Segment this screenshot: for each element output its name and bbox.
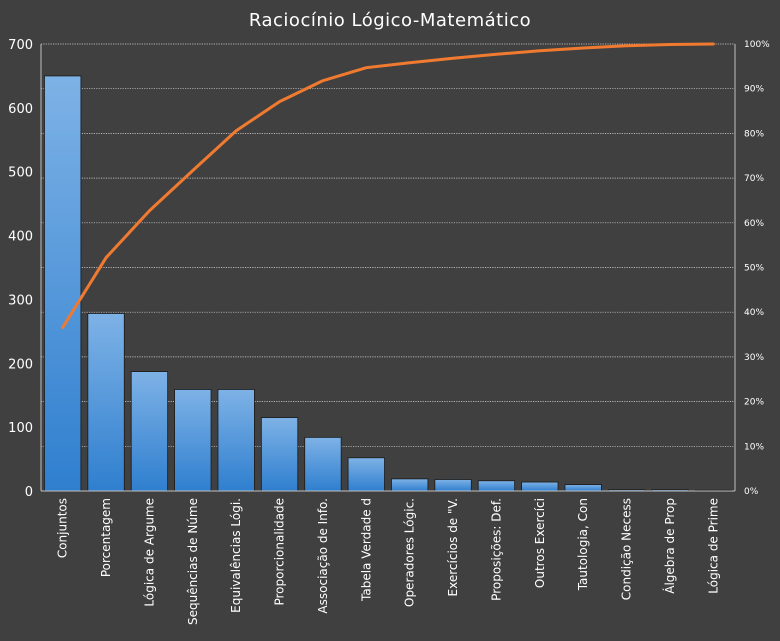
- bar-7: [347, 457, 385, 492]
- right-tick-label: 90%: [744, 85, 764, 95]
- category-label: Sequências de Núme: [186, 498, 200, 625]
- category-label: Tautologia, Con: [576, 498, 590, 591]
- category-label: Conjuntos: [56, 498, 70, 558]
- category-label: Exercícios de "V.: [446, 498, 460, 596]
- left-tick-label: 300: [8, 293, 33, 308]
- category-label: Álgebra de Prop: [662, 498, 677, 594]
- category-label: Tabela Verdade d: [359, 498, 373, 602]
- left-tick-label: 0: [25, 485, 33, 500]
- category-label: Associação de Info.: [316, 498, 330, 614]
- bar-2: [130, 371, 169, 492]
- bar-4: [217, 389, 255, 492]
- bar-10: [477, 480, 516, 492]
- category-label: Outros Exercíci: [533, 498, 547, 588]
- category-label: Proporcionalidade: [273, 498, 287, 606]
- right-tick-label: 50%: [744, 264, 764, 274]
- bar-0: [44, 75, 82, 492]
- right-tick-label: 20%: [744, 398, 764, 408]
- bar-9: [434, 479, 472, 492]
- left-tick-label: 100: [8, 421, 33, 436]
- right-tick-label: 80%: [744, 129, 764, 139]
- category-labels: Conjuntos Porcentagem Lógica de Argume Sequ…: [56, 498, 721, 625]
- right-axis-ticks: 0% 10% 20% 30% 40% 50% 60% 70% 80% 90% 100%: [744, 40, 770, 497]
- axes: [40, 44, 736, 492]
- right-tick-label: 100%: [744, 40, 770, 50]
- left-tick-label: 600: [8, 102, 33, 117]
- bar-6: [304, 436, 342, 492]
- left-tick-label: 400: [8, 230, 33, 245]
- bar-8: [391, 478, 429, 492]
- bar-5: [260, 417, 299, 492]
- category-label: Operadores Lógic.: [403, 498, 417, 607]
- category-label: Porcentagem: [99, 498, 113, 577]
- category-label: Lógica de Argume: [142, 498, 156, 607]
- left-tick-label: 500: [8, 166, 33, 181]
- category-label: Lógica de Prime: [706, 498, 720, 594]
- right-tick-label: 40%: [744, 308, 764, 318]
- chart-title: Raciocínio Lógico-Matemático: [249, 10, 531, 31]
- right-tick-label: 60%: [744, 219, 764, 229]
- left-tick-label: 200: [8, 357, 33, 372]
- category-label: Condição Necess: [620, 498, 634, 600]
- bars: [44, 75, 732, 492]
- left-axis-ticks: 0 100 200 300 400 500 600 700: [8, 38, 33, 500]
- right-tick-label: 0%: [744, 487, 759, 497]
- bar-11: [521, 481, 559, 492]
- cumulative-line-layer: [61, 42, 715, 329]
- left-tick-label: 700: [8, 38, 33, 53]
- right-tick-label: 10%: [744, 442, 764, 452]
- right-tick-label: 70%: [744, 174, 764, 184]
- bar-3: [174, 389, 212, 492]
- right-tick-label: 30%: [744, 353, 764, 363]
- category-label: Equivalências Lógi.: [229, 498, 243, 613]
- category-label: Proposições: Def.: [489, 498, 503, 601]
- bar-1: [87, 313, 125, 492]
- bar-12: [564, 484, 602, 492]
- cumulative-line: [61, 42, 715, 329]
